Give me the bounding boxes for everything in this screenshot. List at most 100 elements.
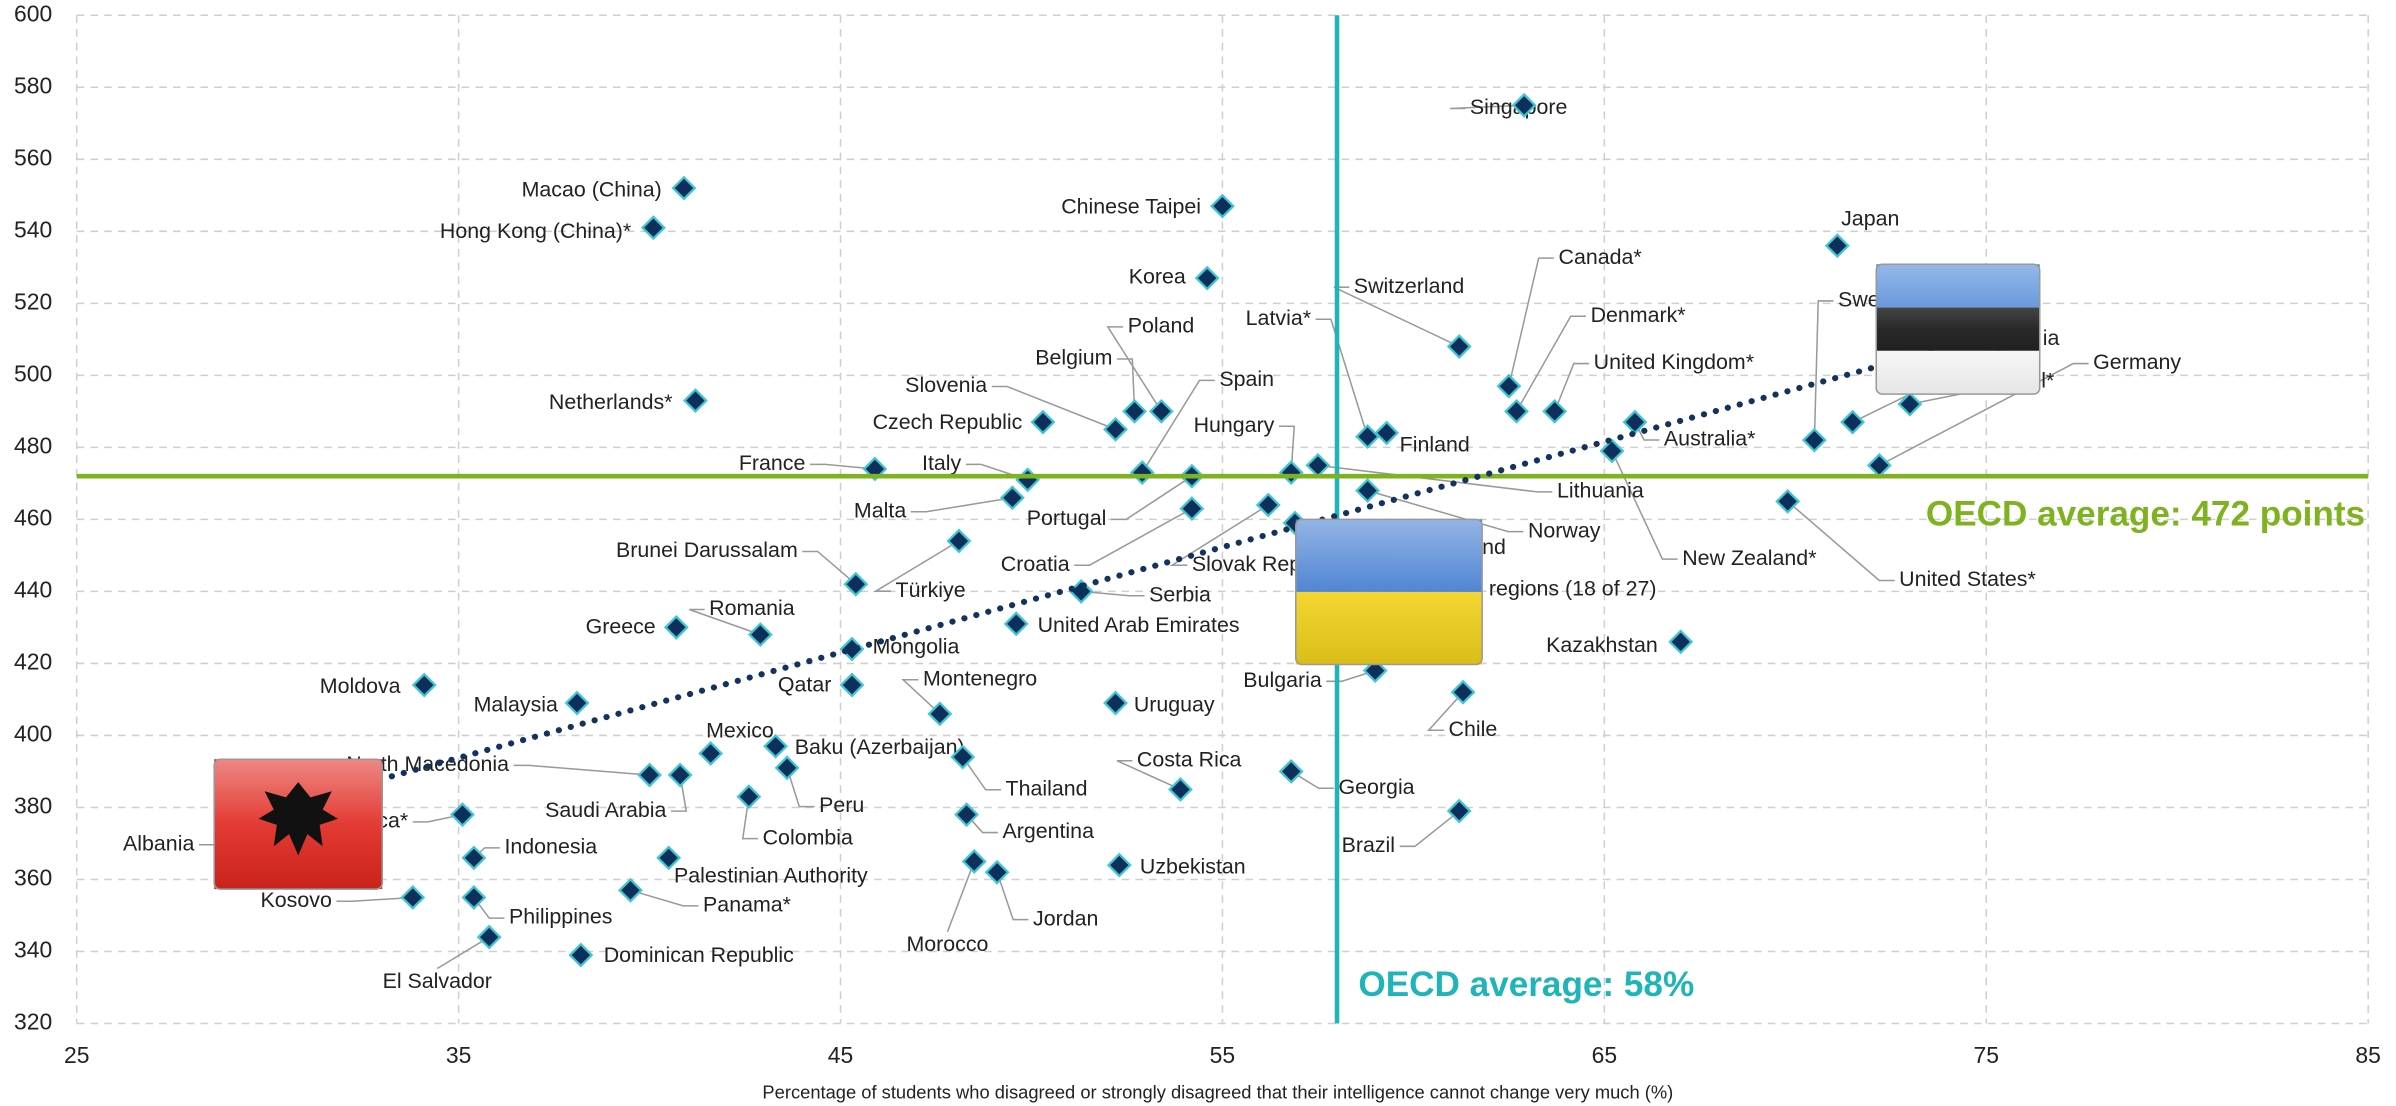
y-tick-label: 320: [14, 1009, 52, 1035]
leader-line: [1106, 326, 1162, 412]
point: [1824, 233, 1850, 259]
point-label: Poland: [1128, 314, 1195, 338]
point: [1003, 611, 1029, 637]
point-label: Morocco: [906, 932, 988, 956]
point-label: Korea: [1129, 265, 1186, 289]
point-label: Uruguay: [1134, 692, 1215, 716]
point: [1496, 373, 1522, 399]
point: [667, 762, 693, 788]
point-label: Moldova: [320, 674, 401, 698]
leader-line: [1315, 318, 1369, 437]
point: [1355, 424, 1380, 449]
point-label: United Kingdom*: [1594, 350, 1754, 374]
point: [999, 485, 1025, 511]
y-tick-label: 360: [14, 865, 52, 891]
point: [682, 388, 708, 413]
point-label: New Zealand*: [1682, 546, 1816, 570]
point-label: Indonesia: [504, 834, 597, 858]
point: [1668, 629, 1694, 655]
point-label: Dominican Republic: [604, 943, 794, 967]
point: [1542, 398, 1568, 424]
point: [1355, 478, 1380, 504]
point: [1446, 334, 1472, 359]
leader-line: [1611, 450, 1678, 560]
point: [1840, 409, 1866, 435]
point-label: Germany: [2093, 350, 2181, 374]
x-tick-label: 45: [828, 1042, 853, 1068]
point: [1278, 759, 1304, 784]
leader-line: [1367, 489, 1524, 533]
point-label: Hong Kong (China)*: [440, 219, 631, 243]
point: [618, 877, 643, 903]
leader-line: [786, 767, 815, 808]
point-labels: SingaporeMacao (China)Hong Kong (China)*…: [123, 95, 2181, 993]
point-label: France: [739, 451, 806, 475]
point: [1148, 398, 1174, 424]
point: [1511, 92, 1537, 118]
point-label: Slovenia: [905, 373, 987, 397]
point-label: Serbia: [1149, 582, 1211, 606]
point-label: Türkiye: [896, 578, 966, 602]
leader-line: [412, 813, 463, 823]
point-label: Czech Republic: [873, 410, 1023, 434]
point: [1015, 467, 1041, 493]
point-label: Denmark*: [1591, 303, 1686, 327]
point-label: Latvia*: [1246, 306, 1311, 330]
leader-line: [946, 861, 975, 933]
leader-line: [1081, 590, 1145, 597]
leader-line: [1333, 286, 1460, 348]
leader-line: [1117, 358, 1136, 412]
point: [1622, 409, 1648, 435]
leader-line: [630, 889, 699, 907]
leader-line: [741, 796, 759, 840]
point-label: Argentina: [1002, 819, 1094, 843]
point: [1030, 409, 1056, 435]
point-label: Panama*: [703, 893, 791, 917]
point-label: Colombia: [763, 825, 853, 849]
point: [461, 885, 487, 910]
leader-line: [436, 936, 490, 970]
point: [927, 701, 953, 727]
point: [1255, 492, 1281, 518]
point: [1103, 690, 1128, 716]
leader-line: [1169, 504, 1269, 566]
point-label: Kazakhstan: [1546, 633, 1658, 657]
point: [763, 733, 789, 759]
leader-line: [1553, 362, 1590, 412]
point: [984, 859, 1010, 885]
leader-line: [1074, 507, 1193, 566]
point-label: Romania: [709, 596, 795, 620]
point-label: Malta: [854, 498, 906, 522]
point: [476, 924, 502, 950]
point: [950, 744, 976, 770]
point-label: Slovak Rep: [1192, 552, 1301, 576]
flag-gloss: [1295, 518, 1483, 666]
x-tick-label: 65: [1592, 1042, 1617, 1068]
y-tick-label: 580: [14, 72, 52, 98]
point: [839, 636, 865, 662]
leader-line: [1326, 669, 1376, 683]
point: [1168, 777, 1193, 802]
point: [1106, 852, 1132, 878]
point: [1897, 391, 1923, 417]
point: [961, 849, 987, 874]
point-label: Georgia: [1339, 775, 1415, 799]
point: [1278, 460, 1304, 486]
point-label: Finland: [1400, 433, 1470, 457]
point: [461, 845, 487, 871]
x-axis-label: Percentage of students who disagreed or …: [762, 1082, 1673, 1103]
point-label: Brazil: [1342, 833, 1395, 857]
leader-line: [962, 756, 1001, 791]
point: [1374, 420, 1400, 446]
point-label: ia: [2043, 326, 2060, 350]
y-tick-label: 540: [14, 216, 52, 242]
x-tick-label: 25: [64, 1042, 89, 1068]
point-label: Philippines: [509, 905, 612, 929]
y-tick-label: 500: [14, 360, 52, 386]
flag-gloss: [1875, 263, 2041, 395]
point: [736, 784, 762, 810]
leader-line: [336, 896, 413, 903]
point-label: Bulgaria: [1243, 668, 1322, 692]
point: [411, 672, 437, 698]
